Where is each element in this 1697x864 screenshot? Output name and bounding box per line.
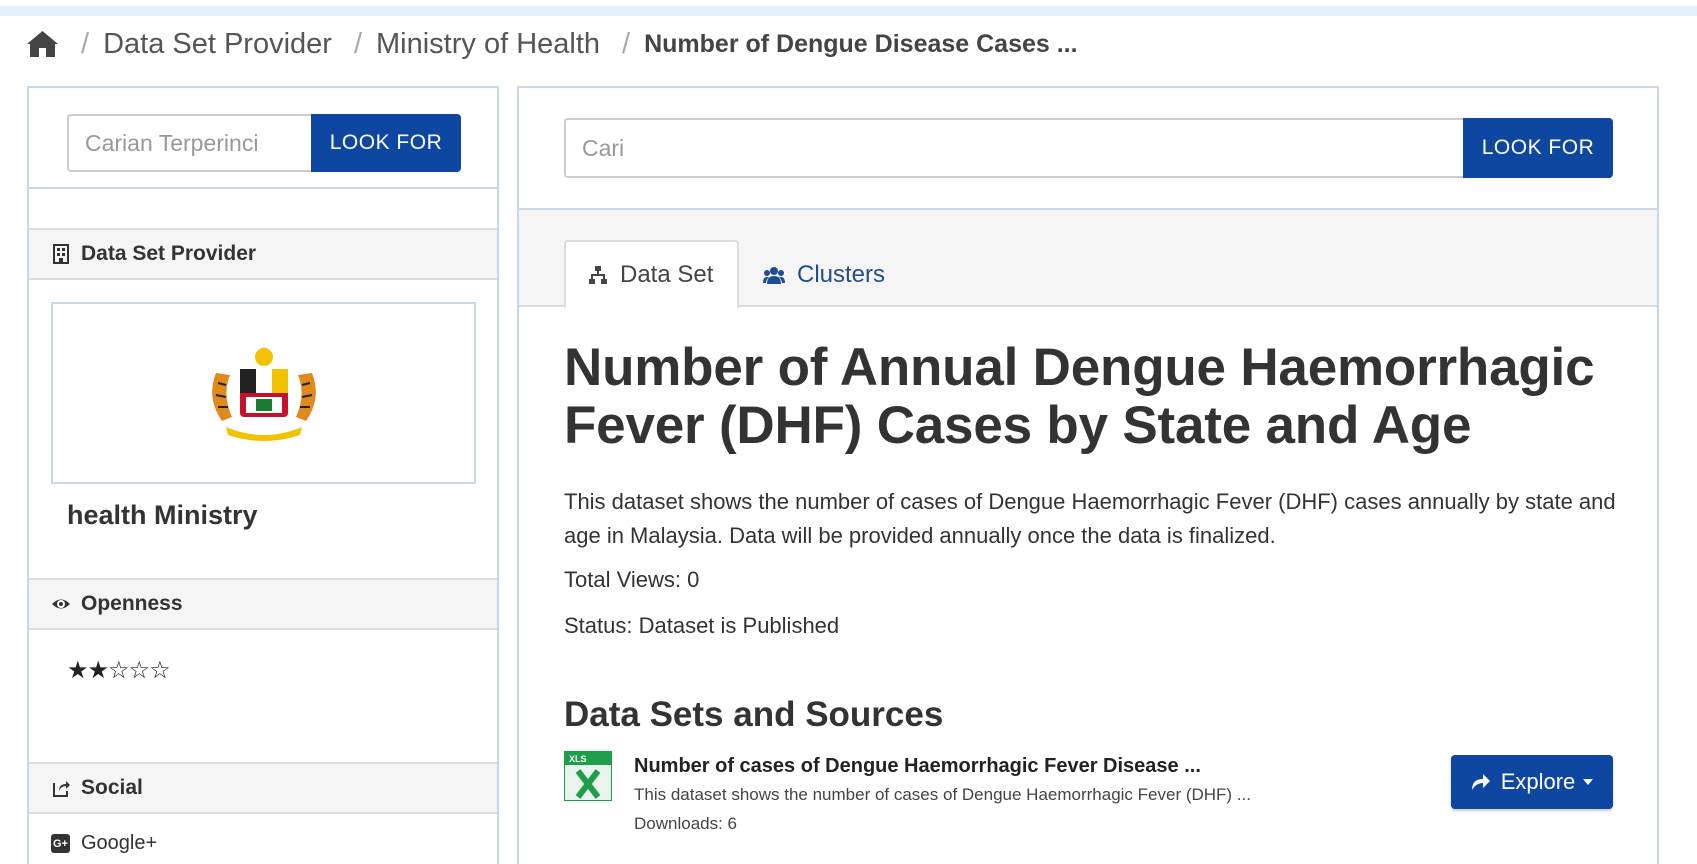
resource-title[interactable]: Number of cases of Dengue Haemorrhagic F… bbox=[634, 755, 1201, 777]
list-item: XLS Number of cases of Dengue Haemorrhag… bbox=[564, 751, 1657, 841]
provider-panel-heading: Data Set Provider bbox=[29, 230, 497, 280]
dataset-status: Status: Dataset is Published bbox=[564, 613, 840, 638]
search-input[interactable] bbox=[564, 118, 1464, 178]
dataset-content: Number of Annual Dengue Haemorrhagic Fev… bbox=[519, 307, 1657, 841]
top-accent-bar bbox=[0, 6, 1697, 16]
main-search: LOOK FOR bbox=[519, 88, 1657, 210]
explore-button[interactable]: Explore bbox=[1451, 755, 1613, 809]
breadcrumb: / Data Set Provider / Ministry of Health… bbox=[26, 24, 1078, 64]
openness-panel-heading: Openness bbox=[29, 580, 497, 630]
main-look-for-button[interactable]: LOOK FOR bbox=[1463, 118, 1613, 178]
sidebar: LOOK FOR Data Set Provider bbox=[27, 86, 499, 864]
users-icon bbox=[763, 266, 785, 284]
provider-logo[interactable] bbox=[51, 302, 476, 484]
breadcrumb-ministry-of-health[interactable]: Ministry of Health bbox=[376, 27, 601, 60]
google-plus-icon: G+ bbox=[51, 834, 70, 853]
eye-icon bbox=[52, 599, 70, 609]
social-panel-heading: Social bbox=[29, 764, 497, 814]
tabs-bar: Data Set Clusters bbox=[519, 210, 1657, 309]
coat-of-arms-icon bbox=[211, 347, 316, 441]
svg-text:XLS: XLS bbox=[569, 754, 587, 764]
share-icon bbox=[53, 781, 70, 797]
breadcrumb-current: Number of Dengue Disease Cases ... bbox=[644, 29, 1078, 58]
dataset-description: This dataset shows the number of cases o… bbox=[564, 489, 1616, 548]
home-icon[interactable] bbox=[26, 29, 59, 59]
resource-description: This dataset shows the number of cases o… bbox=[634, 785, 1251, 804]
total-views: Total Views: 0 bbox=[564, 567, 700, 592]
sitemap-icon bbox=[589, 265, 607, 284]
main-panel: LOOK FOR Data Set Clusters Numbe bbox=[517, 86, 1659, 864]
share-arrow-icon bbox=[1471, 774, 1490, 790]
sidebar-look-for-button[interactable]: LOOK FOR bbox=[311, 114, 461, 172]
breadcrumb-data-set-provider[interactable]: Data Set Provider bbox=[103, 27, 332, 60]
sidebar-search: LOOK FOR bbox=[29, 88, 497, 189]
tab-clusters[interactable]: Clusters bbox=[741, 240, 907, 309]
building-icon bbox=[53, 244, 69, 264]
resource-downloads: Downloads: 6 bbox=[634, 814, 738, 833]
advanced-search-input[interactable] bbox=[67, 114, 311, 172]
provider-name[interactable]: health Ministry bbox=[67, 500, 258, 530]
xls-file-icon: XLS bbox=[564, 751, 612, 801]
caret-down-icon bbox=[1583, 779, 1594, 785]
tab-data-set[interactable]: Data Set bbox=[564, 240, 739, 309]
page-title: Number of Annual Dengue Haemorrhagic Fev… bbox=[564, 338, 1595, 455]
social-google-plus[interactable]: G+ Google+ bbox=[51, 832, 158, 854]
section-title: Data Sets and Sources bbox=[564, 695, 944, 734]
openness-rating: ★★☆☆☆ bbox=[67, 657, 171, 684]
